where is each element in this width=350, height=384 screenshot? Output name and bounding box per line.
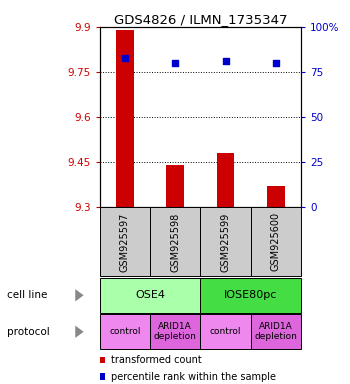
Point	[173, 60, 178, 66]
Bar	[150, 207, 200, 276]
Text: control: control	[210, 327, 241, 336]
Bar	[200, 278, 301, 313]
Text: GSM925599: GSM925599	[220, 212, 231, 271]
Point	[223, 58, 228, 64]
Text: IOSE80pc: IOSE80pc	[224, 290, 277, 300]
Text: transformed count: transformed count	[111, 355, 201, 365]
Text: GSM925598: GSM925598	[170, 212, 180, 271]
Text: control: control	[109, 327, 141, 336]
Bar	[251, 314, 301, 349]
Text: protocol: protocol	[7, 327, 50, 337]
Text: cell line: cell line	[7, 290, 47, 300]
Bar	[100, 278, 200, 313]
Text: ARID1A
depletion: ARID1A depletion	[254, 322, 297, 341]
Bar	[267, 186, 285, 207]
Text: ARID1A
depletion: ARID1A depletion	[154, 322, 197, 341]
Bar	[100, 207, 150, 276]
Bar	[200, 207, 251, 276]
Bar	[200, 314, 251, 349]
Bar	[251, 207, 301, 276]
Bar	[150, 314, 200, 349]
Bar	[100, 314, 150, 349]
Text: percentile rank within the sample: percentile rank within the sample	[111, 372, 275, 382]
Text: GSM925597: GSM925597	[120, 212, 130, 271]
Point	[273, 60, 279, 66]
Title: GDS4826 / ILMN_1735347: GDS4826 / ILMN_1735347	[114, 13, 287, 26]
Point	[122, 55, 128, 61]
Bar	[217, 153, 235, 207]
Bar	[166, 165, 184, 207]
Bar	[116, 30, 134, 207]
Text: OSE4: OSE4	[135, 290, 165, 300]
Text: GSM925600: GSM925600	[271, 212, 281, 271]
